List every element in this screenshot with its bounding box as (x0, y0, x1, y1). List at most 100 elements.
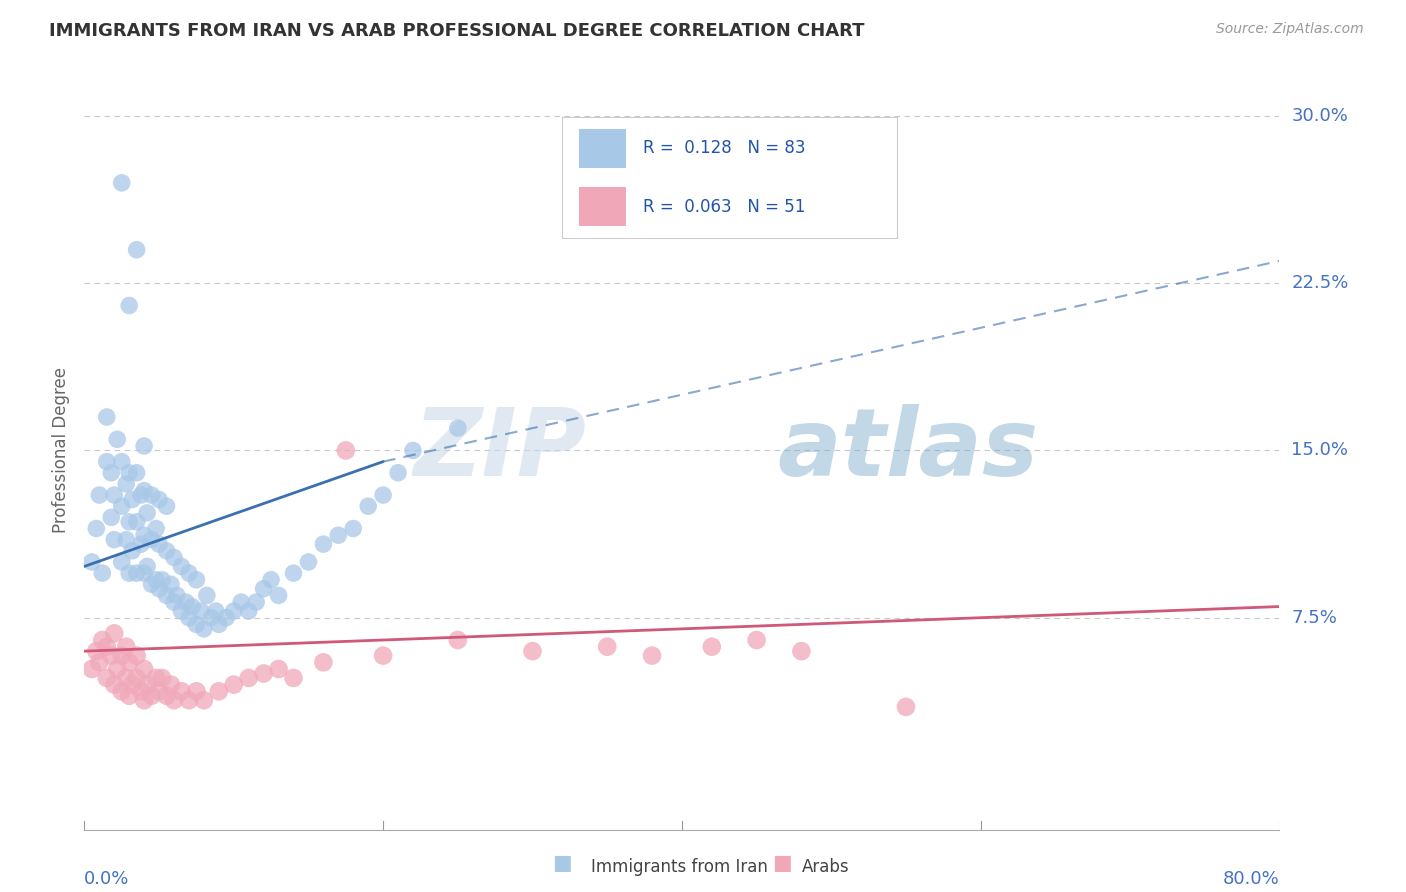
Point (125, 243, 148, 257)
Point (100, 648, 122, 663)
Point (103, 533, 125, 547)
Point (125, 648, 148, 663)
Point (86, 521, 108, 535)
Text: Arabs: Arabs (801, 858, 849, 876)
Point (80, 555, 103, 569)
Text: 22.5%: 22.5% (1292, 274, 1348, 293)
Point (208, 617, 231, 632)
Point (174, 595, 197, 609)
Point (373, 648, 395, 663)
Point (155, 689, 177, 703)
Point (238, 604, 260, 618)
Point (115, 671, 138, 685)
Point (125, 515, 148, 529)
Point (208, 684, 231, 698)
Point (283, 566, 305, 581)
Point (160, 678, 183, 692)
Point (222, 678, 245, 692)
Point (150, 573, 173, 587)
Point (118, 515, 141, 529)
Point (141, 689, 163, 703)
Point (190, 604, 212, 618)
Point (86, 644, 108, 658)
Point (181, 599, 204, 614)
Point (111, 555, 134, 569)
Point (89, 488, 111, 502)
Text: 80.0%: 80.0% (1223, 870, 1279, 888)
Point (105, 433, 128, 447)
Point (155, 500, 177, 514)
Point (96, 455, 118, 469)
Point (231, 595, 253, 609)
Point (312, 655, 335, 669)
Point (166, 589, 188, 603)
Point (328, 528, 350, 542)
Point (170, 684, 193, 698)
Point (132, 662, 156, 676)
Point (132, 528, 156, 542)
Point (148, 492, 170, 507)
Text: 0.0%: 0.0% (84, 870, 129, 888)
Point (145, 573, 167, 587)
Point (125, 671, 148, 685)
Point (115, 640, 138, 654)
Point (253, 582, 276, 596)
Point (111, 648, 134, 663)
Point (342, 521, 364, 535)
Point (283, 671, 305, 685)
Point (148, 684, 170, 698)
Point (387, 466, 409, 480)
Point (894, 699, 917, 714)
Point (357, 500, 380, 514)
Point (373, 488, 395, 502)
Point (402, 443, 425, 458)
Point (91, 566, 114, 581)
Point (195, 589, 218, 603)
Text: Immigrants from Iran: Immigrants from Iran (591, 858, 768, 876)
Point (148, 537, 170, 551)
Point (447, 633, 470, 648)
Point (186, 573, 208, 587)
Text: 15.0%: 15.0% (1292, 442, 1348, 459)
Text: ZIP: ZIP (413, 404, 586, 497)
Point (186, 684, 208, 698)
Point (596, 640, 619, 654)
Point (136, 678, 159, 692)
Point (80, 662, 103, 676)
Point (89, 655, 111, 669)
Point (111, 455, 134, 469)
Point (115, 476, 138, 491)
Point (129, 684, 152, 698)
Point (91, 633, 114, 648)
Point (125, 466, 148, 480)
Point (155, 544, 177, 558)
Point (96, 640, 118, 654)
Text: ■: ■ (553, 854, 572, 873)
Point (129, 537, 152, 551)
Point (141, 577, 163, 591)
Point (118, 689, 141, 703)
Point (200, 611, 222, 625)
Point (132, 566, 156, 581)
Point (136, 506, 159, 520)
Point (111, 684, 134, 698)
Point (205, 604, 228, 618)
Point (163, 693, 186, 707)
Point (121, 544, 143, 558)
Text: 30.0%: 30.0% (1292, 107, 1348, 125)
Text: Source: ZipAtlas.com: Source: ZipAtlas.com (1216, 22, 1364, 37)
Point (163, 595, 186, 609)
Point (335, 443, 357, 458)
Point (522, 644, 544, 658)
Point (118, 466, 141, 480)
Point (215, 611, 238, 625)
Point (193, 693, 215, 707)
Point (148, 582, 170, 596)
Text: ■: ■ (772, 854, 792, 873)
Point (115, 533, 138, 547)
Point (177, 566, 200, 581)
Point (136, 559, 159, 574)
Y-axis label: Professional Degree: Professional Degree (52, 368, 70, 533)
Point (177, 611, 200, 625)
Point (150, 671, 173, 685)
